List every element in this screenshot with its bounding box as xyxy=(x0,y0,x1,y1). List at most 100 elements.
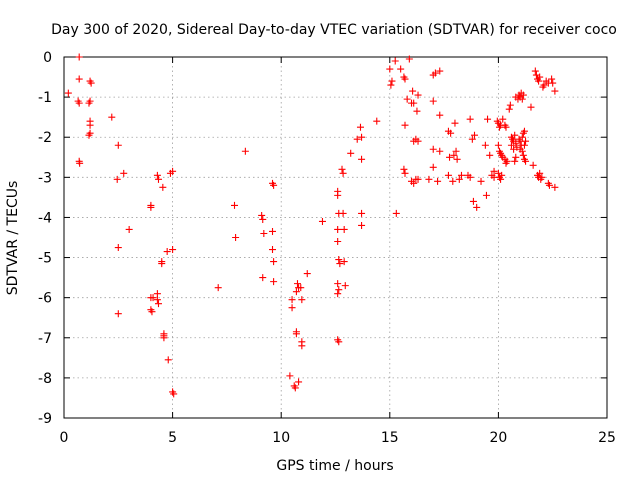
data-point xyxy=(498,171,506,179)
data-point xyxy=(260,229,268,237)
axis-ticks xyxy=(63,56,608,419)
data-point xyxy=(431,69,439,77)
data-point xyxy=(298,296,306,304)
x-tick-labels: 0 5 10 15 20 25 xyxy=(60,430,616,446)
data-point xyxy=(518,133,526,141)
data-point xyxy=(471,131,479,139)
data-point xyxy=(358,221,366,229)
data-point xyxy=(403,95,411,103)
x-tick-label: 20 xyxy=(489,430,507,446)
data-point xyxy=(153,290,161,298)
data-point xyxy=(392,209,400,217)
data-point xyxy=(293,280,301,288)
data-point xyxy=(214,284,222,292)
data-point xyxy=(318,217,326,225)
data-point xyxy=(455,175,463,183)
data-point xyxy=(85,131,93,139)
data-point xyxy=(518,147,526,155)
x-tick-label: 10 xyxy=(272,430,290,446)
data-point xyxy=(358,209,366,217)
data-point xyxy=(170,390,178,398)
data-point xyxy=(410,99,418,107)
data-point xyxy=(391,57,399,65)
data-point xyxy=(551,87,559,95)
data-point xyxy=(425,175,433,183)
data-point xyxy=(295,378,303,386)
data-point xyxy=(397,65,405,73)
data-point xyxy=(531,67,539,75)
data-point xyxy=(453,155,461,163)
data-point xyxy=(388,77,396,85)
data-point xyxy=(499,115,507,123)
data-point xyxy=(507,141,515,149)
data-point xyxy=(486,151,494,159)
data-point xyxy=(164,356,172,364)
data-point xyxy=(451,119,459,127)
data-point xyxy=(468,135,476,143)
data-point xyxy=(519,151,527,159)
x-axis-label: GPS time / hours xyxy=(276,458,393,474)
y-tick-label: -4 xyxy=(38,210,52,226)
y-axis-label: SDTVAR / TECUs xyxy=(5,181,21,296)
data-point xyxy=(356,123,364,131)
data-point xyxy=(482,191,490,199)
data-point xyxy=(414,175,422,183)
data-point xyxy=(495,123,503,131)
data-point xyxy=(449,177,457,185)
data-point xyxy=(158,260,166,268)
data-point xyxy=(114,141,122,149)
data-point xyxy=(548,75,556,83)
data-point xyxy=(401,121,409,129)
data-point xyxy=(447,129,455,137)
x-tick-label: 5 xyxy=(168,430,177,446)
data-point xyxy=(338,165,346,173)
data-point xyxy=(154,175,162,183)
data-point xyxy=(303,270,311,278)
data-point xyxy=(270,181,278,189)
y-tick-label: -3 xyxy=(38,170,52,186)
data-point xyxy=(163,248,171,256)
data-point xyxy=(341,282,349,290)
data-point xyxy=(159,183,167,191)
data-point xyxy=(292,288,300,296)
data-point xyxy=(292,330,300,338)
data-point xyxy=(108,113,116,121)
data-point xyxy=(85,99,93,107)
data-point xyxy=(153,171,161,179)
data-point xyxy=(386,65,394,73)
data-point xyxy=(291,384,299,392)
data-point xyxy=(429,97,437,105)
data-point xyxy=(353,135,361,143)
data-point xyxy=(518,95,526,103)
data-point xyxy=(334,238,342,246)
y-tick-label: -6 xyxy=(38,291,52,307)
data-point xyxy=(520,127,528,135)
data-point xyxy=(520,141,528,149)
data-point xyxy=(429,145,437,153)
data-point xyxy=(288,296,296,304)
y-tick-label: -9 xyxy=(38,411,52,427)
data-point xyxy=(74,97,82,105)
data-point xyxy=(401,169,409,177)
data-point xyxy=(154,300,162,308)
data-point xyxy=(400,165,408,173)
data-point xyxy=(334,280,342,288)
data-point xyxy=(270,258,278,266)
data-point xyxy=(347,149,355,157)
data-point xyxy=(450,151,458,159)
data-point xyxy=(334,225,342,233)
data-point xyxy=(297,284,305,292)
data-point xyxy=(469,197,477,205)
data-point xyxy=(149,294,157,302)
data-point xyxy=(288,304,296,312)
data-point xyxy=(414,91,422,99)
data-point xyxy=(286,372,294,380)
data-point xyxy=(169,246,177,254)
data-point xyxy=(334,290,342,298)
data-point xyxy=(147,203,155,211)
data-point xyxy=(413,107,421,115)
data-point xyxy=(444,171,452,179)
data-point xyxy=(490,167,498,175)
